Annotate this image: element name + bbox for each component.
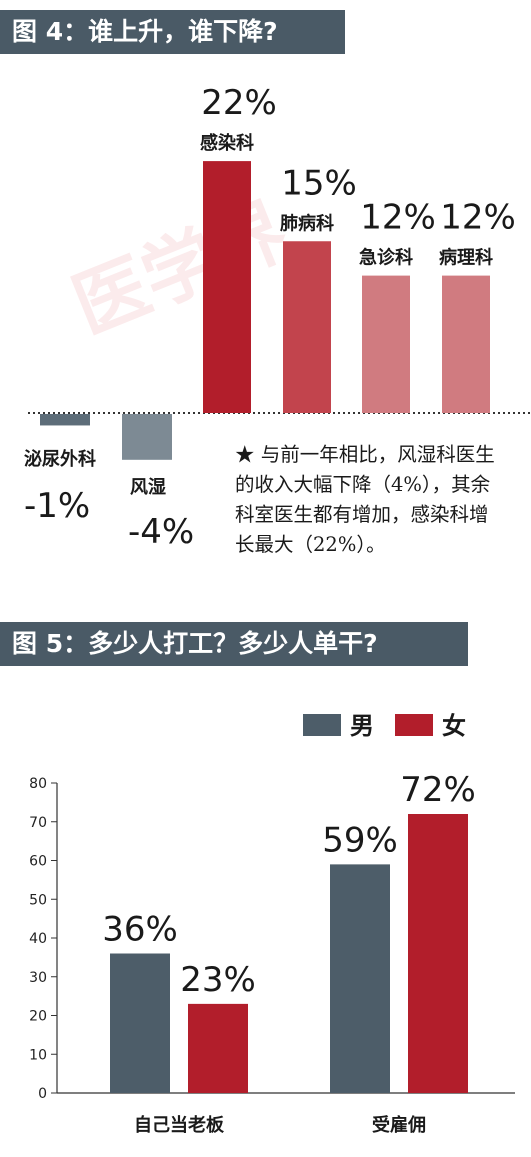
value-label-6: 12% (440, 198, 516, 238)
bar-2-1 (330, 864, 390, 1093)
y-tick-label-60: 60 (29, 854, 47, 870)
value-label-2-2: 72% (400, 770, 476, 810)
bar-1-1 (110, 953, 170, 1093)
bar-2 (122, 414, 172, 460)
value-label-1-2: 23% (180, 960, 256, 1000)
category-label-5: 急诊科 (359, 247, 413, 269)
legend-label-2: 女 (442, 712, 466, 740)
bar-1-2 (188, 1003, 248, 1093)
category-label-3: 感染科 (200, 132, 254, 154)
y-tick-label-10: 10 (29, 1047, 47, 1063)
legend-label-1: 男 (350, 712, 374, 740)
category-label-6: 病理科 (439, 247, 493, 269)
legend-swatch-1 (303, 714, 341, 736)
figure5-banner: 图 5：多少人打工？多少人单干? (0, 622, 468, 666)
y-tick-label-50: 50 (29, 892, 47, 908)
y-tick-label-70: 70 (29, 815, 47, 831)
chart-note: ★ 与前一年相比，风湿科医生的收入大幅下降（4%），其余科室医生都有增加，感染科… (235, 443, 495, 556)
y-tick-label-0: 0 (38, 1086, 47, 1102)
value-label-4: 15% (281, 163, 357, 203)
category-label-2: 风湿 (130, 477, 166, 498)
category-label-2: 受雇佣 (372, 1114, 426, 1136)
y-tick-label-20: 20 (29, 1009, 47, 1025)
y-tick-label-40: 40 (29, 931, 47, 947)
value-label-1: -1% (24, 486, 90, 526)
bar-5 (362, 275, 410, 413)
bar-3 (203, 161, 251, 413)
category-label-1: 泌尿外科 (24, 448, 96, 470)
value-label-2: -4% (128, 512, 194, 552)
value-label-2-1: 59% (322, 820, 398, 860)
bar-2-2 (408, 814, 468, 1093)
legend-swatch-2 (395, 714, 433, 736)
bar-6 (442, 275, 490, 413)
category-label-1: 自己当老板 (134, 1114, 225, 1136)
figure4-banner: 图 4：谁上升，谁下降? (0, 10, 345, 54)
value-label-5: 12% (360, 198, 436, 238)
bar-1 (40, 414, 90, 426)
value-label-3: 22% (201, 83, 277, 123)
value-label-1-1: 36% (102, 910, 178, 950)
category-label-4: 肺病科 (280, 212, 334, 234)
bar-4 (283, 241, 331, 413)
y-tick-label-30: 30 (29, 970, 47, 986)
y-tick-label-80: 80 (29, 776, 47, 792)
